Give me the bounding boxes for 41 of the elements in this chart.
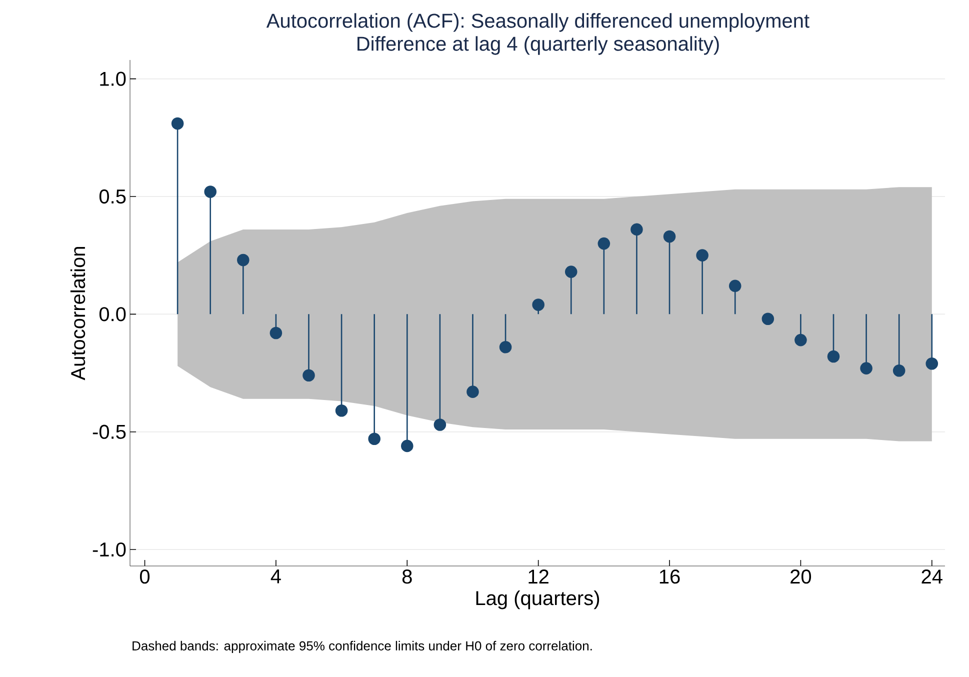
point — [171, 117, 184, 130]
x-tick-label: 8 — [402, 570, 412, 584]
x-axis-title: Lag (quarters) — [476, 590, 600, 610]
point — [860, 362, 872, 374]
chart-title: Autocorrelation (ACF): Seasonally differenced unemployment — [266, 13, 810, 32]
point — [335, 404, 348, 417]
point — [466, 386, 479, 398]
x-tick-label: 4 — [270, 570, 281, 584]
point — [434, 418, 446, 431]
x-tick-label: 24 — [922, 570, 942, 584]
y-tick-label: -1.0 — [92, 542, 126, 557]
point — [532, 298, 544, 311]
point — [827, 350, 840, 363]
point — [499, 340, 512, 354]
point — [728, 280, 742, 292]
y-axis-title: Autocorrelation — [70, 247, 86, 380]
y-tick-label: 0.5 — [99, 189, 126, 204]
y-tick-label: 1.0 — [100, 72, 126, 86]
point — [204, 186, 217, 198]
y-tick-label: -0.5 — [92, 424, 126, 439]
point — [696, 249, 708, 262]
point — [762, 312, 774, 326]
x-tick-label: 20 — [790, 570, 812, 584]
point — [400, 440, 414, 452]
point — [892, 364, 906, 377]
x-tick-label: 0 — [140, 570, 150, 584]
point — [663, 230, 676, 243]
x-tick-label: 16 — [660, 570, 680, 584]
text: Dashed bands: approximate 95% confidence limits under H0 of zero correlation. — [132, 640, 592, 654]
x-tick-label: 12 — [528, 570, 548, 584]
point — [564, 266, 578, 278]
point — [270, 326, 282, 340]
point — [630, 223, 643, 236]
point — [598, 237, 610, 250]
point — [368, 432, 380, 446]
point — [794, 334, 807, 346]
chart-subtitle: Difference at lag 4 (quarterly seasonality) — [358, 36, 719, 55]
point — [302, 369, 315, 382]
point — [926, 357, 938, 370]
y-tick-label: 0.0 — [99, 307, 126, 322]
point — [237, 254, 250, 266]
